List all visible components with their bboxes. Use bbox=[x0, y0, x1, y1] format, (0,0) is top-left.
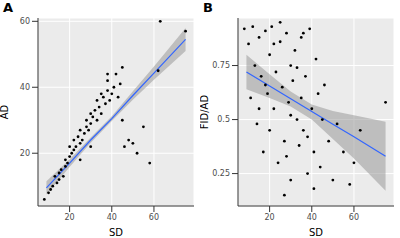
svg-text:AD: AD bbox=[8, 104, 10, 119]
svg-text:20: 20 bbox=[265, 213, 275, 222]
svg-text:40: 40 bbox=[20, 83, 30, 92]
svg-text:SD: SD bbox=[309, 227, 323, 238]
svg-text:60: 60 bbox=[149, 213, 159, 222]
svg-text:60: 60 bbox=[20, 17, 30, 26]
svg-text:60: 60 bbox=[349, 213, 359, 222]
html-text:B: B bbox=[203, 0, 213, 15]
svg-text:0.75: 0.75 bbox=[212, 61, 230, 70]
svg-text:FID/AD: FID/AD bbox=[200, 95, 210, 130]
svg-text:40: 40 bbox=[107, 213, 117, 222]
svg-text:20: 20 bbox=[65, 213, 75, 222]
svg-text:0.5: 0.5 bbox=[217, 115, 230, 124]
svg-text:SD: SD bbox=[109, 227, 123, 238]
svg-text:0.25: 0.25 bbox=[212, 169, 230, 178]
svg-text:40: 40 bbox=[307, 213, 317, 222]
html-text:A: A bbox=[3, 0, 14, 15]
svg-text:20: 20 bbox=[20, 149, 30, 158]
